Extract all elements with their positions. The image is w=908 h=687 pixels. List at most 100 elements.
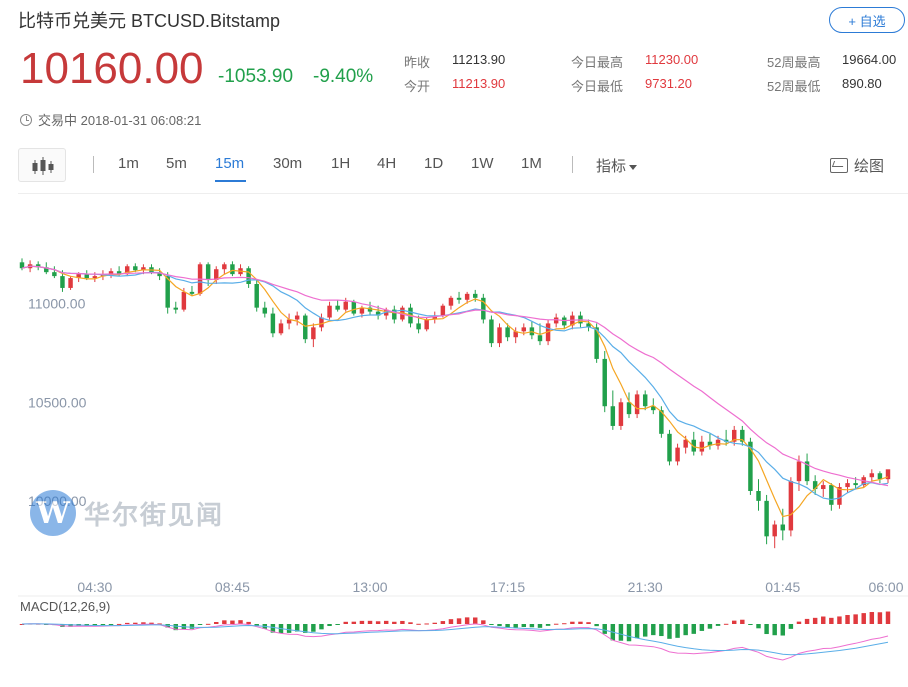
macd-histogram-bar [845,615,850,624]
candle-body [553,317,559,324]
candle-body [748,441,753,491]
macd-histogram-bar [222,620,227,624]
macd-histogram-bar [707,624,713,629]
macd-histogram-bar [133,622,138,624]
macd-histogram-bar [829,617,834,624]
candle-body [489,319,494,344]
macd-histogram-bar [780,624,786,636]
candle-body [796,461,802,482]
clock-icon [20,113,32,126]
candle-body [367,307,373,312]
interval-5m[interactable]: 5m [166,155,187,172]
candle-body [181,291,187,310]
candle-body [675,447,680,462]
interval-1d[interactable]: 1D [424,155,444,172]
macd-histogram-bar [545,624,551,626]
candle-body [804,461,810,482]
price-chart[interactable]: 11000.00 10500.00 10000.00 04:30 08:45 13:00 1… [0,196,908,687]
candle-body [513,331,518,338]
macd-histogram-bar [667,624,672,639]
macd-histogram-bar [715,624,721,626]
macd-histogram-bar [286,624,292,633]
macd-histogram-bar [691,624,696,634]
macd-histogram-bar [562,623,567,625]
macd-histogram-bar [100,624,106,625]
indicators-menu[interactable]: 指标 [596,155,638,176]
interval-15m[interactable]: 15m [215,155,245,172]
candle-body [424,319,429,330]
candle-body [691,439,696,452]
add-watchlist-button[interactable]: + 自选 [829,7,905,33]
candle-body [845,483,850,488]
x-tick-label: 17:15 [490,579,525,595]
macd-histogram-bar [748,624,753,625]
macd-histogram-bar [400,620,405,624]
candle-body [141,267,146,271]
x-tick-label: 21:30 [628,579,663,595]
macd-histogram-bar [432,622,437,624]
macd-histogram-bar [246,621,251,624]
macd-histogram-bar [157,623,162,625]
macd-histogram-bar [699,624,705,631]
macd-histogram-bar [149,622,154,624]
macd-histogram-bar [335,624,340,625]
candle-body [756,491,761,501]
interval-1mo[interactable]: 1M [521,155,542,172]
candle-body [764,500,769,537]
candle-body [189,291,195,294]
macd-histogram-bar [343,621,348,624]
macd-histogram-bar [837,616,842,624]
candle-body [456,297,462,300]
candle-body [343,301,348,310]
macd-histogram-bar [651,624,656,636]
candle-body [214,269,219,281]
interval-1m[interactable]: 1m [118,155,139,172]
chart-draw-icon [830,158,848,173]
macd-histogram-bar [456,618,462,624]
interval-30m[interactable]: 30m [273,155,303,172]
candle-body [157,272,162,277]
candle-body [327,305,332,318]
macd-histogram-bar [367,620,373,624]
macd-histogram-bar [359,620,365,624]
draw-button[interactable]: 绘图 [830,155,884,176]
candle-body [432,315,437,320]
macd-histogram-bar [108,624,114,625]
macd-histogram-bar [189,624,195,629]
candle-body [173,307,179,310]
chart-type-button[interactable] [18,148,66,182]
candle-body [642,394,648,407]
candle-body [254,284,259,308]
macd-histogram-bar [92,624,98,626]
candle-body [60,276,65,288]
interval-4h[interactable]: 4H [377,155,397,172]
macd-histogram-bar [68,624,73,627]
x-tick-label: 04:30 [77,579,112,595]
active-interval-underline [215,180,246,182]
macd-histogram-bar [173,624,179,631]
candle-body [270,313,276,334]
indicators-label: 指标 [596,158,627,175]
candle-body [869,473,875,478]
candle-body [278,323,284,334]
candle-body [116,271,122,275]
macd-histogram-bar [416,623,421,625]
macd-histogram-bar [19,624,25,625]
candle-body [286,319,292,324]
candle-body [84,274,89,279]
candle-body [19,262,25,269]
macd-histogram-bar [141,622,146,624]
candle-body [821,485,826,490]
candle-body [505,327,510,338]
interval-1w[interactable]: 1W [471,155,494,172]
macd-histogram-bar [392,621,397,624]
macd-histogram-bar [869,612,875,624]
macd-histogram-bar [586,622,591,624]
prev-close-label: 昨收 [404,55,431,70]
interval-1h[interactable]: 1H [331,155,351,172]
wk52-low-value: 890.80 [842,76,882,91]
candle-body [68,278,73,288]
wk52-low-label: 52周最低 [767,79,821,94]
wk52-high-label: 52周最高 [767,55,821,70]
macd-histogram-bar [594,624,599,627]
